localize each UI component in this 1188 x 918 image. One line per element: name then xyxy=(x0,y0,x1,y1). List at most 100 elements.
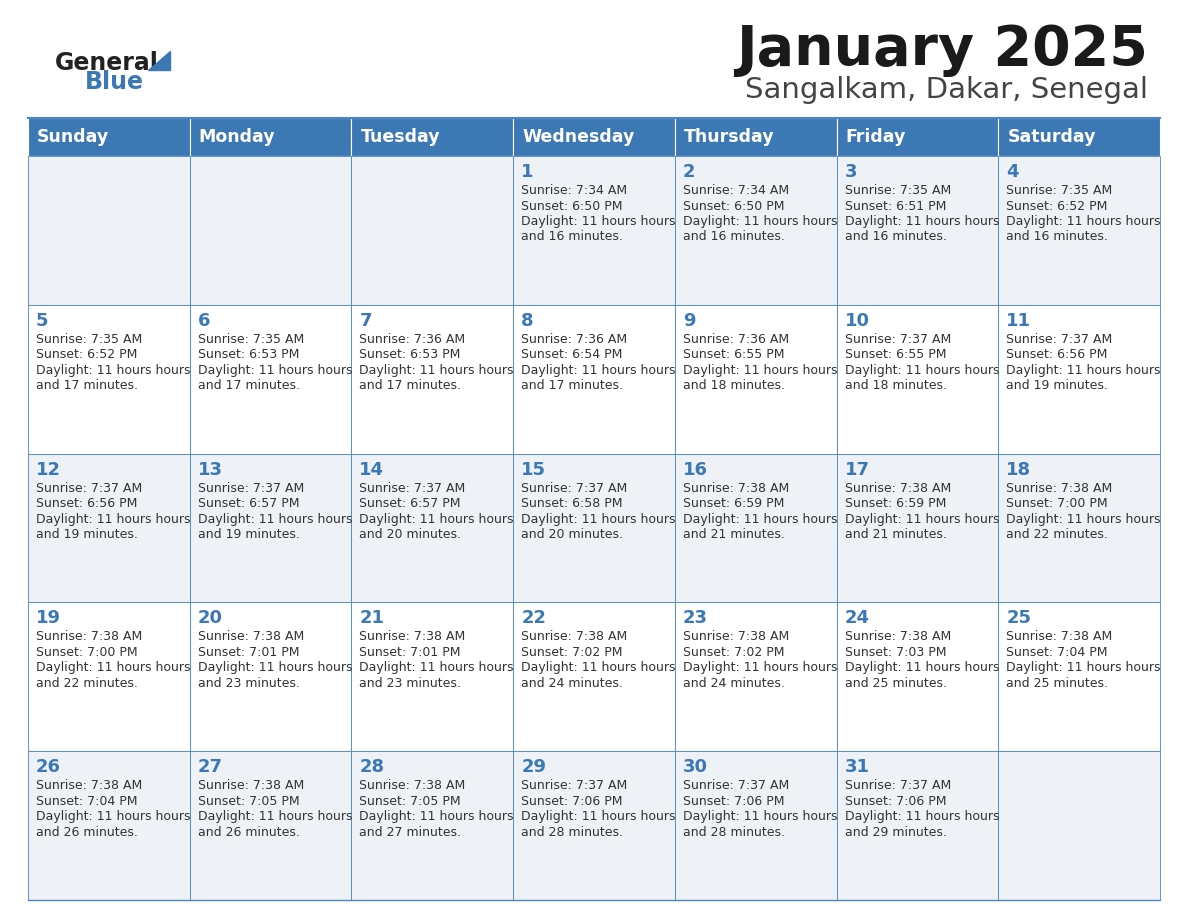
Text: Daylight: 11 hours hours: Daylight: 11 hours hours xyxy=(36,661,190,675)
Text: Daylight: 11 hours hours: Daylight: 11 hours hours xyxy=(197,811,352,823)
Text: Sunset: 6:53 PM: Sunset: 6:53 PM xyxy=(197,348,299,362)
Text: Sunset: 7:04 PM: Sunset: 7:04 PM xyxy=(1006,646,1107,659)
Text: Daylight: 11 hours hours: Daylight: 11 hours hours xyxy=(845,811,999,823)
Text: Sunset: 6:50 PM: Sunset: 6:50 PM xyxy=(683,199,784,212)
Text: and 28 minutes.: and 28 minutes. xyxy=(683,825,785,839)
Text: Daylight: 11 hours hours: Daylight: 11 hours hours xyxy=(36,364,190,376)
Text: Sunset: 6:56 PM: Sunset: 6:56 PM xyxy=(1006,348,1107,362)
Bar xyxy=(513,305,675,453)
Text: Sunrise: 7:38 AM: Sunrise: 7:38 AM xyxy=(36,631,143,644)
Text: Sunrise: 7:34 AM: Sunrise: 7:34 AM xyxy=(683,184,789,197)
Text: Sunset: 7:01 PM: Sunset: 7:01 PM xyxy=(360,646,461,659)
Text: Sunset: 6:57 PM: Sunset: 6:57 PM xyxy=(360,498,461,510)
Bar xyxy=(190,751,352,900)
Text: Daylight: 11 hours hours: Daylight: 11 hours hours xyxy=(683,811,838,823)
Text: Daylight: 11 hours hours: Daylight: 11 hours hours xyxy=(360,811,514,823)
Bar xyxy=(190,156,352,305)
Text: Sunrise: 7:38 AM: Sunrise: 7:38 AM xyxy=(360,631,466,644)
Text: Sunrise: 7:38 AM: Sunrise: 7:38 AM xyxy=(683,482,789,495)
Text: and 16 minutes.: and 16 minutes. xyxy=(522,230,623,243)
Bar xyxy=(998,602,1159,751)
Text: Sunset: 7:00 PM: Sunset: 7:00 PM xyxy=(1006,498,1108,510)
Bar xyxy=(29,751,190,900)
Text: Sunset: 6:54 PM: Sunset: 6:54 PM xyxy=(522,348,623,362)
Text: Daylight: 11 hours hours: Daylight: 11 hours hours xyxy=(360,512,514,526)
Bar xyxy=(836,118,998,156)
Text: and 18 minutes.: and 18 minutes. xyxy=(683,379,785,392)
Text: Daylight: 11 hours hours: Daylight: 11 hours hours xyxy=(845,364,999,376)
Bar xyxy=(29,453,190,602)
Bar xyxy=(513,156,675,305)
Text: and 24 minutes.: and 24 minutes. xyxy=(683,677,785,690)
Text: 4: 4 xyxy=(1006,163,1019,181)
Text: and 19 minutes.: and 19 minutes. xyxy=(197,528,299,541)
Text: Sunrise: 7:37 AM: Sunrise: 7:37 AM xyxy=(36,482,143,495)
Text: Sunset: 7:01 PM: Sunset: 7:01 PM xyxy=(197,646,299,659)
Text: Sunset: 6:57 PM: Sunset: 6:57 PM xyxy=(197,498,299,510)
Text: Sunrise: 7:38 AM: Sunrise: 7:38 AM xyxy=(845,482,950,495)
Text: Thursday: Thursday xyxy=(684,128,775,146)
Text: 23: 23 xyxy=(683,610,708,627)
Text: and 27 minutes.: and 27 minutes. xyxy=(360,825,461,839)
Text: Sunrise: 7:38 AM: Sunrise: 7:38 AM xyxy=(36,779,143,792)
Bar xyxy=(352,305,513,453)
Text: Sunrise: 7:37 AM: Sunrise: 7:37 AM xyxy=(845,779,950,792)
Text: Daylight: 11 hours hours: Daylight: 11 hours hours xyxy=(845,512,999,526)
Bar xyxy=(675,305,836,453)
Bar xyxy=(675,118,836,156)
Text: Sunset: 6:53 PM: Sunset: 6:53 PM xyxy=(360,348,461,362)
Text: Sunrise: 7:38 AM: Sunrise: 7:38 AM xyxy=(1006,482,1112,495)
Text: Daylight: 11 hours hours: Daylight: 11 hours hours xyxy=(36,811,190,823)
Text: and 22 minutes.: and 22 minutes. xyxy=(1006,528,1108,541)
Text: and 20 minutes.: and 20 minutes. xyxy=(360,528,461,541)
Text: Daylight: 11 hours hours: Daylight: 11 hours hours xyxy=(360,364,514,376)
Text: 22: 22 xyxy=(522,610,546,627)
Polygon shape xyxy=(148,51,170,70)
Text: and 18 minutes.: and 18 minutes. xyxy=(845,379,947,392)
Text: 30: 30 xyxy=(683,758,708,777)
Text: Friday: Friday xyxy=(846,128,906,146)
Text: Daylight: 11 hours hours: Daylight: 11 hours hours xyxy=(197,512,352,526)
Text: Daylight: 11 hours hours: Daylight: 11 hours hours xyxy=(522,215,676,228)
Bar xyxy=(513,751,675,900)
Text: Sunset: 6:52 PM: Sunset: 6:52 PM xyxy=(36,348,138,362)
Text: Sunrise: 7:34 AM: Sunrise: 7:34 AM xyxy=(522,184,627,197)
Text: 26: 26 xyxy=(36,758,61,777)
Bar xyxy=(675,453,836,602)
Text: Sangalkam, Dakar, Senegal: Sangalkam, Dakar, Senegal xyxy=(745,76,1148,104)
Text: Sunrise: 7:38 AM: Sunrise: 7:38 AM xyxy=(683,631,789,644)
Text: Sunset: 7:04 PM: Sunset: 7:04 PM xyxy=(36,795,138,808)
Bar xyxy=(675,156,836,305)
Text: and 25 minutes.: and 25 minutes. xyxy=(845,677,947,690)
Text: and 23 minutes.: and 23 minutes. xyxy=(360,677,461,690)
Text: Daylight: 11 hours hours: Daylight: 11 hours hours xyxy=(683,215,838,228)
Text: 31: 31 xyxy=(845,758,870,777)
Text: 20: 20 xyxy=(197,610,222,627)
Text: 25: 25 xyxy=(1006,610,1031,627)
Text: Daylight: 11 hours hours: Daylight: 11 hours hours xyxy=(36,512,190,526)
Text: Sunset: 7:05 PM: Sunset: 7:05 PM xyxy=(197,795,299,808)
Bar xyxy=(513,602,675,751)
Text: 28: 28 xyxy=(360,758,385,777)
Text: and 26 minutes.: and 26 minutes. xyxy=(197,825,299,839)
Text: Sunset: 7:00 PM: Sunset: 7:00 PM xyxy=(36,646,138,659)
Text: and 16 minutes.: and 16 minutes. xyxy=(845,230,947,243)
Text: 17: 17 xyxy=(845,461,870,478)
Text: Sunset: 6:59 PM: Sunset: 6:59 PM xyxy=(683,498,784,510)
Text: 1: 1 xyxy=(522,163,533,181)
Text: 5: 5 xyxy=(36,312,49,330)
Text: Sunrise: 7:38 AM: Sunrise: 7:38 AM xyxy=(360,779,466,792)
Text: Sunset: 7:03 PM: Sunset: 7:03 PM xyxy=(845,646,946,659)
Text: Monday: Monday xyxy=(198,128,276,146)
Text: and 21 minutes.: and 21 minutes. xyxy=(845,528,947,541)
Text: 16: 16 xyxy=(683,461,708,478)
Text: and 29 minutes.: and 29 minutes. xyxy=(845,825,947,839)
Text: Sunset: 7:06 PM: Sunset: 7:06 PM xyxy=(683,795,784,808)
Text: Daylight: 11 hours hours: Daylight: 11 hours hours xyxy=(1006,661,1161,675)
Text: 9: 9 xyxy=(683,312,695,330)
Text: Sunrise: 7:35 AM: Sunrise: 7:35 AM xyxy=(845,184,950,197)
Text: and 17 minutes.: and 17 minutes. xyxy=(522,379,624,392)
Text: January 2025: January 2025 xyxy=(737,23,1148,77)
Text: 18: 18 xyxy=(1006,461,1031,478)
Text: Wednesday: Wednesday xyxy=(523,128,634,146)
